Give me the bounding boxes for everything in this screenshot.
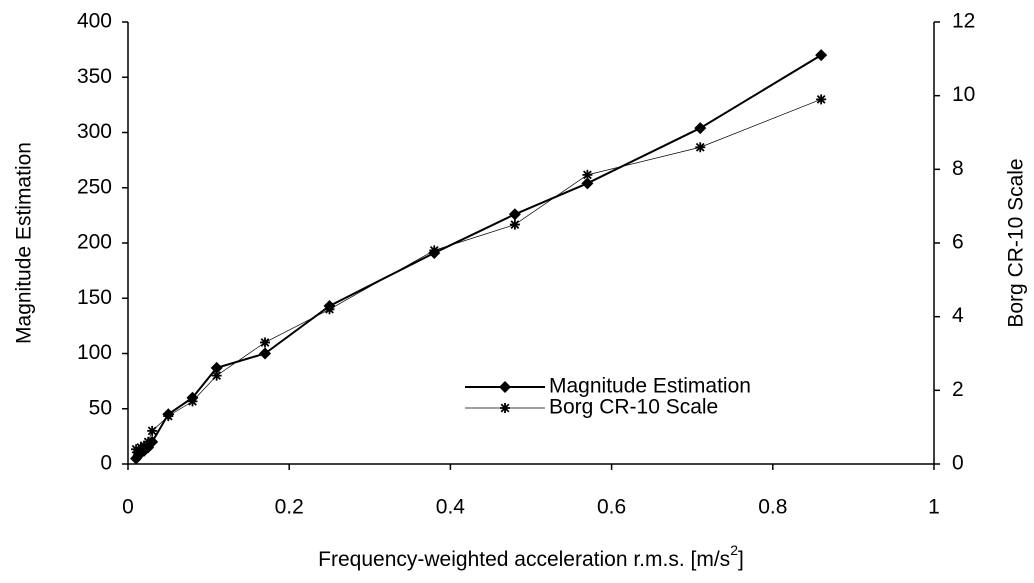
y2-tick-label: 0: [952, 452, 964, 475]
diamond-marker: [694, 122, 707, 135]
x-title-end: ]: [738, 548, 744, 571]
y2-tick-label: 12: [952, 10, 975, 33]
series-line: [135, 54, 822, 460]
x-tick-label: 0: [122, 496, 134, 519]
x-tick-label: 0.6: [597, 496, 626, 519]
asterisk-marker: [187, 396, 198, 407]
diamond-marker: [815, 49, 828, 62]
y-tick-label: 300: [77, 120, 112, 143]
asterisk-marker: [135, 442, 146, 453]
asterisk-marker: [147, 425, 158, 436]
asterisk-marker: [324, 304, 335, 315]
y-tick-label: 0: [100, 452, 112, 475]
asterisk-marker: [211, 370, 222, 381]
y-tick-label: 350: [77, 65, 112, 88]
x-tick-label: 0.8: [758, 496, 787, 519]
x-tick-label: 0.2: [275, 496, 304, 519]
y-tick-label: 250: [77, 175, 112, 198]
y2-tick-label: 8: [952, 157, 964, 180]
asterisk-marker: [163, 411, 174, 422]
asterisk-marker: [143, 436, 154, 447]
y-tick-label: 400: [77, 10, 112, 33]
asterisk-marker: [816, 94, 827, 105]
y2-axis-title: Borg CR-10 Scale: [1005, 158, 1028, 327]
diamond-marker: [581, 177, 594, 190]
asterisk-marker: [139, 440, 150, 451]
y-tick-label: 200: [77, 231, 112, 254]
asterisk-marker: [582, 169, 593, 180]
asterisk-marker: [509, 219, 520, 230]
asterisk-marker: [695, 142, 706, 153]
y-tick-label: 100: [77, 341, 112, 364]
diamond-marker: [210, 361, 223, 374]
series-line: [135, 99, 822, 454]
asterisk-marker: [429, 245, 440, 256]
legend-label: Borg CR-10 Scale: [549, 396, 718, 419]
x-tick-label: 0.4: [436, 496, 466, 519]
x-title-text: Frequency-weighted acceleration r.m.s. […: [318, 548, 730, 571]
diamond-marker: [259, 347, 272, 360]
y2-tick-label: 2: [952, 378, 964, 401]
y-tick-label: 50: [89, 396, 112, 419]
y2-tick-label: 4: [952, 304, 964, 327]
asterisk-marker: [133, 447, 144, 458]
diamond-marker: [499, 381, 511, 393]
x-title-superscript: 2: [730, 542, 738, 558]
x-tick-label: 1: [928, 496, 940, 519]
diamond-marker: [508, 208, 521, 221]
x-axis-title: Frequency-weighted acceleration r.m.s. […: [318, 542, 744, 571]
asterisk-marker: [260, 337, 271, 348]
asterisk-marker: [500, 403, 510, 413]
y-tick-label: 150: [77, 286, 112, 309]
y-axis-title: Magnitude Estimation: [13, 142, 36, 344]
y2-tick-label: 6: [952, 231, 964, 254]
y2-tick-label: 10: [952, 83, 975, 106]
legend-label: Magnitude Estimation: [549, 375, 751, 398]
